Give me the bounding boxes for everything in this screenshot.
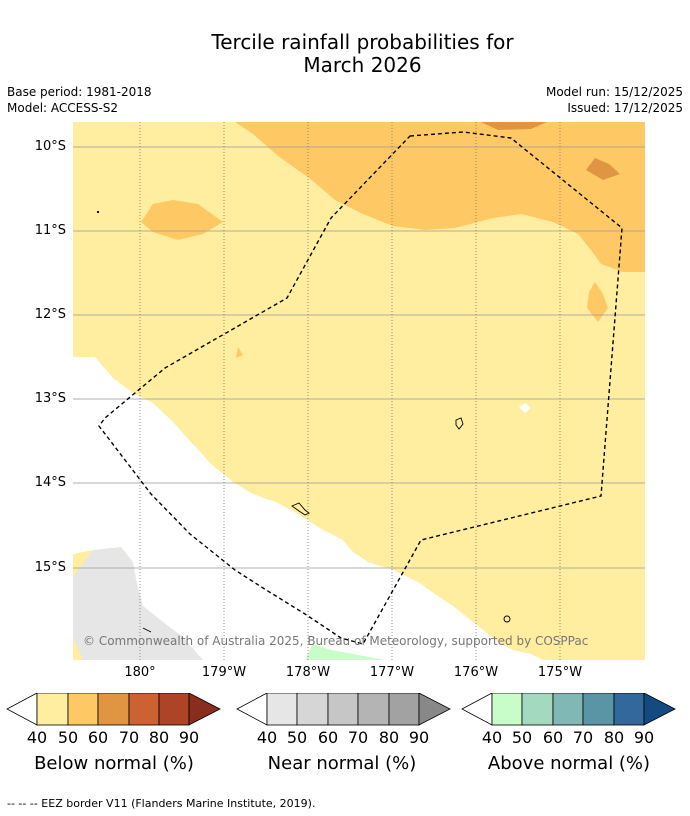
lon-label-176w: 176°W [453,665,499,680]
lon-label-179w: 179°W [201,665,247,680]
model-run: Model run: 15/12/2025 [545,85,683,99]
colorbar-below-bin-2 [67,693,99,726]
colorbar-near-tick-40: 40 [256,728,278,747]
probability-map [73,122,645,660]
title-line-1: Tercile rainfall probabilities for [211,30,514,54]
colorbar-below-label: Below normal (%) [34,753,194,774]
map-title: Tercile rainfall probabilities for March… [0,31,690,77]
colorbar-near-tick-50: 50 [286,728,308,747]
colorbar-above-tick-70: 70 [572,728,594,747]
colorbar-above-tick-60: 60 [542,728,564,747]
colorbar-below-tick-60: 60 [87,728,109,747]
eez-footnote: -- -- -- EEZ border V11 (Flanders Marine… [7,797,316,810]
no-signal-area [73,357,543,660]
colorbar-near-max-arrow [418,693,451,726]
colorbar-below-bin-3 [97,693,130,726]
colorbar-near-bin-1 [266,693,298,726]
below-50-blob-east [587,282,608,322]
colorbar-near-label: Near normal (%) [267,753,417,774]
colorbar-near-tick-70: 70 [347,728,369,747]
meta-right: Model run: 15/12/2025 Issued: 17/12/2025 [546,84,683,116]
colorbar-near-tick-80: 80 [378,728,400,747]
lat-label-11s: 11°S [34,223,66,238]
lat-label-13s: 13°S [34,391,66,406]
colorbar-above-bin-5 [613,693,645,726]
base-period: Base period: 1981-2018 [7,85,152,99]
colorbar-below-tick-40: 40 [26,728,48,747]
island-d [142,627,152,633]
near-normal-area-south [73,547,203,660]
colorbar-below [6,693,221,726]
island-e [96,210,100,214]
copyright-notice: © Commonwealth of Australia 2025, Bureau… [83,634,589,648]
issued-date: Issued: 17/12/2025 [567,101,683,115]
white-blob [519,403,531,413]
colorbar-near [236,693,451,726]
colorbar-near-bin-2 [296,693,329,726]
island-b [291,502,310,516]
colorbar-below-max-arrow [188,693,221,726]
below-50-north [235,122,645,272]
colorbar-above-bin-1 [491,693,523,726]
lon-label-178w: 178°W [285,665,331,680]
lon-label-180: 180° [124,665,156,680]
colorbar-below-tick-50: 50 [57,728,79,747]
lat-label-15s: 15°S [34,560,66,575]
white-gap [173,542,185,547]
colorbar-above-bin-3 [552,693,584,726]
above-normal-patch [305,644,385,660]
colorbar-below-tick-70: 70 [118,728,140,747]
model-name: Model: ACCESS-S2 [7,101,119,115]
colorbar-near-tick-60: 60 [317,728,339,747]
colorbar-below-bin-1 [36,693,69,726]
eez-border [98,131,623,645]
colorbar-below-bin-5 [158,693,190,726]
lon-label-175w: 175°W [537,665,583,680]
colorbar-near-min-arrow [236,693,268,726]
below-50-dot [236,347,243,358]
below-60-north [481,122,547,130]
colorbar-above-label: Above normal (%) [487,753,651,774]
colorbar-above-bin-4 [582,693,615,726]
lat-gridlines [73,146,645,569]
colorbar-below-tick-90: 90 [178,728,200,747]
colorbar-near-tick-90: 90 [408,728,430,747]
lat-label-10s: 10°S [34,139,66,154]
colorbar-above [461,693,676,726]
colorbar-above-tick-50: 50 [511,728,533,747]
lat-label-14s: 14°S [34,475,66,490]
below-60-east [586,158,620,180]
colorbar-above-max-arrow [643,693,676,726]
colorbar-above-tick-90: 90 [633,728,655,747]
title-line-2: March 2026 [303,53,422,77]
island-c [503,615,511,623]
colorbar-above-min-arrow [461,693,493,726]
colorbar-below-bin-4 [128,693,160,726]
island-a [455,417,464,430]
colorbar-near-bin-5 [388,693,420,726]
colorbar-above-tick-80: 80 [603,728,625,747]
lon-label-177w: 177°W [369,665,415,680]
meta-left: Base period: 1981-2018 Model: ACCESS-S2 [7,84,152,116]
colorbar-above-bin-2 [521,693,554,726]
colorbar-near-bin-3 [327,693,359,726]
colorbar-below-tick-80: 80 [148,728,170,747]
colorbar-below-min-arrow [6,693,38,726]
below-50-blob-west [141,200,223,240]
colorbar-near-bin-4 [357,693,390,726]
islands [96,210,511,633]
colorbar-above-tick-40: 40 [481,728,503,747]
lat-label-12s: 12°S [34,307,66,322]
